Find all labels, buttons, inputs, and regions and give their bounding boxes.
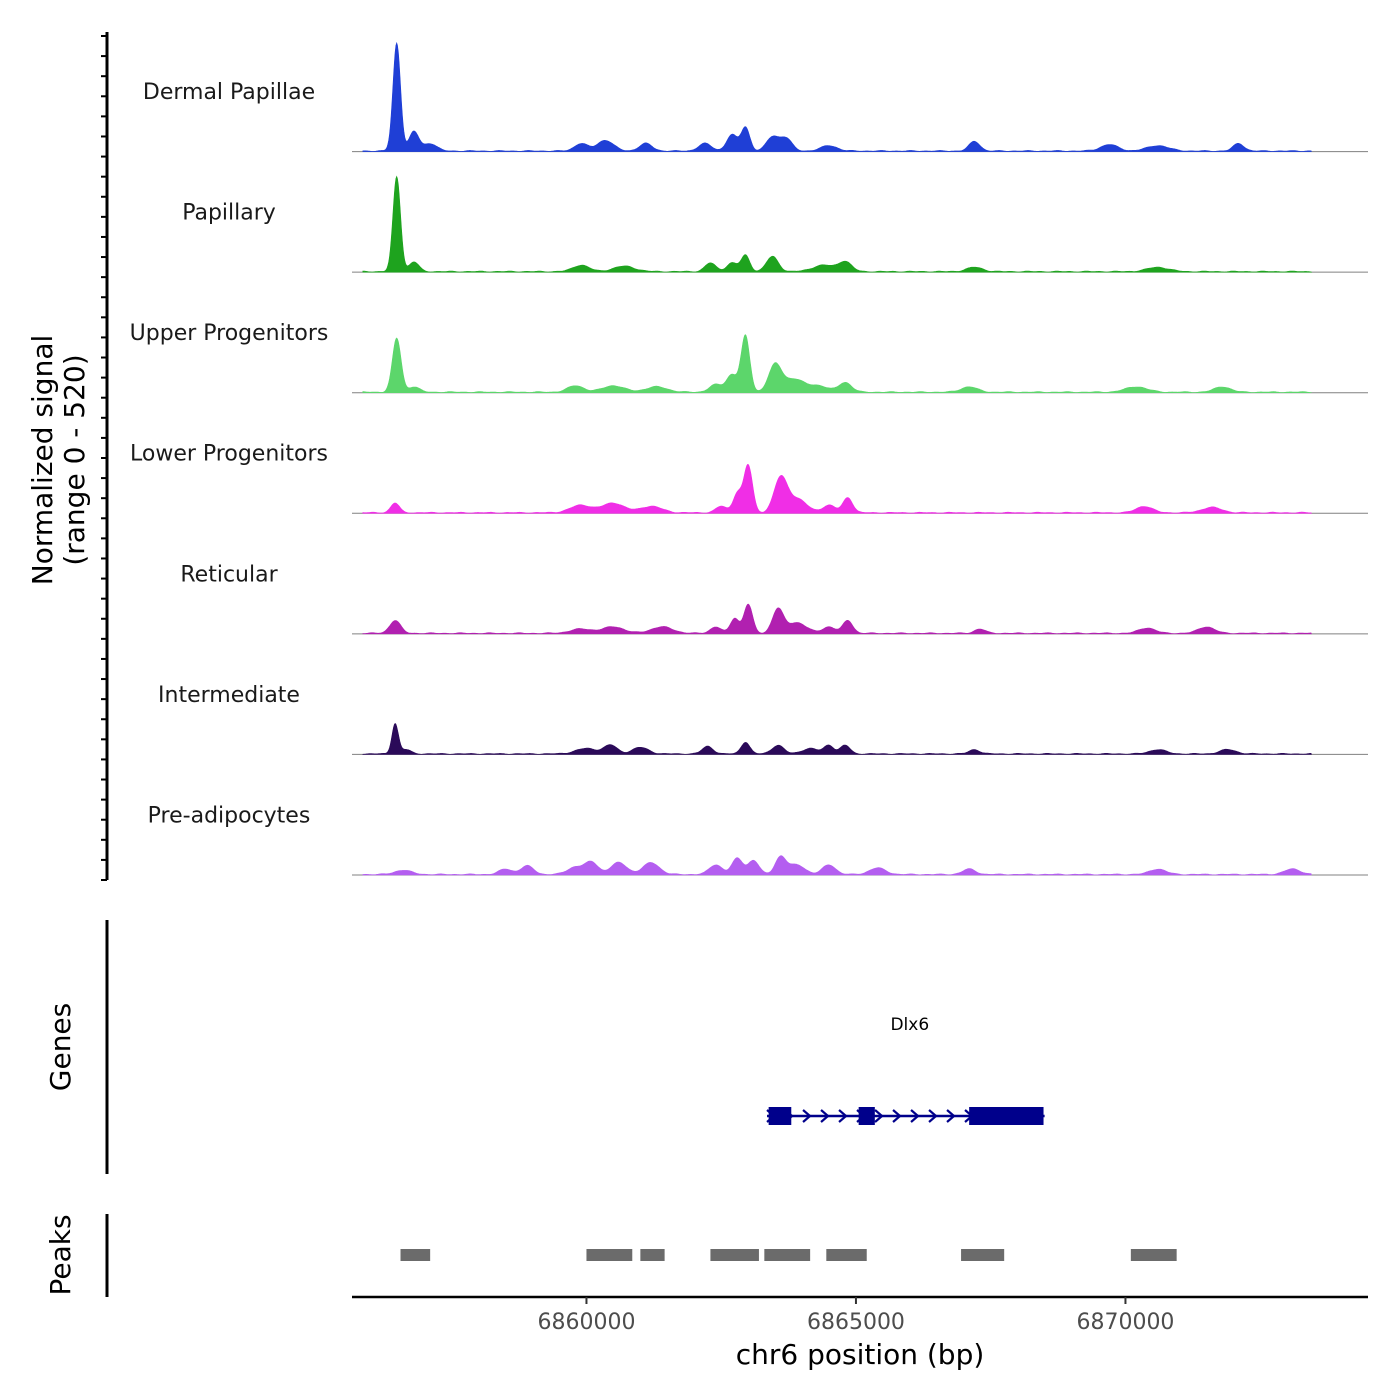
coverage-tracks: Dermal Papillae Papillary Upper Progenitor… bbox=[101, 32, 1368, 881]
gene-exon bbox=[969, 1107, 1044, 1125]
coverage-area bbox=[362, 603, 1312, 635]
peaks-axis-title: Peaks bbox=[44, 1214, 77, 1295]
coverage-area bbox=[362, 41, 1312, 152]
peak-track bbox=[105, 1214, 1177, 1297]
gene-label: Dlx6 bbox=[890, 1015, 929, 1035]
coverage-area bbox=[362, 722, 1312, 755]
coverage-area bbox=[362, 855, 1312, 876]
x-axis-title: chr6 position (bp) bbox=[736, 1338, 985, 1371]
gene-exon bbox=[858, 1107, 875, 1125]
peak-region bbox=[586, 1249, 633, 1261]
x-tick-label: 6870000 bbox=[1076, 1310, 1174, 1335]
coverage-area bbox=[362, 463, 1312, 514]
track-dermal-papillae: Dermal Papillae bbox=[143, 41, 1368, 153]
strand-arrow bbox=[892, 1109, 902, 1123]
track-label: Reticular bbox=[180, 562, 278, 587]
track-label: Dermal Papillae bbox=[143, 80, 315, 105]
peak-region bbox=[764, 1249, 811, 1261]
strand-arrow bbox=[910, 1109, 920, 1123]
gene-track: Dlx6 bbox=[105, 920, 1045, 1174]
x-tick-label: 6865000 bbox=[807, 1310, 905, 1335]
track-label: Upper Progenitors bbox=[130, 321, 329, 346]
track-upper-progenitors: Upper Progenitors bbox=[130, 321, 1368, 394]
genes-axis-title: Genes bbox=[44, 1003, 77, 1091]
strand-arrow bbox=[874, 1109, 884, 1123]
gene-dlx6: Dlx6 bbox=[766, 1015, 1045, 1125]
peak-region bbox=[640, 1249, 665, 1261]
track-intermediate: Intermediate bbox=[158, 683, 1368, 755]
strand-arrow bbox=[820, 1109, 830, 1123]
track-label: Intermediate bbox=[158, 683, 300, 708]
strand-arrow bbox=[946, 1109, 956, 1123]
peak-region bbox=[710, 1249, 759, 1261]
track-reticular: Reticular bbox=[180, 562, 1368, 635]
track-label: Papillary bbox=[182, 201, 276, 226]
y-axis-title-line1: Normalized signal bbox=[26, 335, 59, 586]
peak-region bbox=[400, 1249, 431, 1261]
coverage-area bbox=[362, 334, 1312, 394]
strand-arrow bbox=[802, 1109, 812, 1123]
y-axis-title-line2: (range 0 - 520) bbox=[58, 354, 91, 565]
track-lower-progenitors: Lower Progenitors bbox=[130, 442, 1368, 514]
track-label: Pre-adipocytes bbox=[148, 803, 311, 828]
coverage-area bbox=[362, 175, 1313, 273]
peak-region bbox=[1130, 1249, 1177, 1261]
track-papillary: Papillary bbox=[182, 175, 1368, 273]
x-tick-label: 6860000 bbox=[537, 1310, 635, 1335]
x-axis: 6860000 6865000 6870000 bbox=[352, 1295, 1368, 1335]
peak-region bbox=[826, 1249, 867, 1261]
peak-region bbox=[961, 1249, 1005, 1261]
track-pre-adipocytes: Pre-adipocytes bbox=[148, 803, 1368, 876]
strand-arrow bbox=[928, 1109, 938, 1123]
y-axis-title: Normalized signal (range 0 - 520) bbox=[26, 335, 91, 586]
track-label: Lower Progenitors bbox=[130, 442, 328, 467]
strand-arrow bbox=[838, 1109, 848, 1123]
gene-exon bbox=[768, 1107, 792, 1125]
